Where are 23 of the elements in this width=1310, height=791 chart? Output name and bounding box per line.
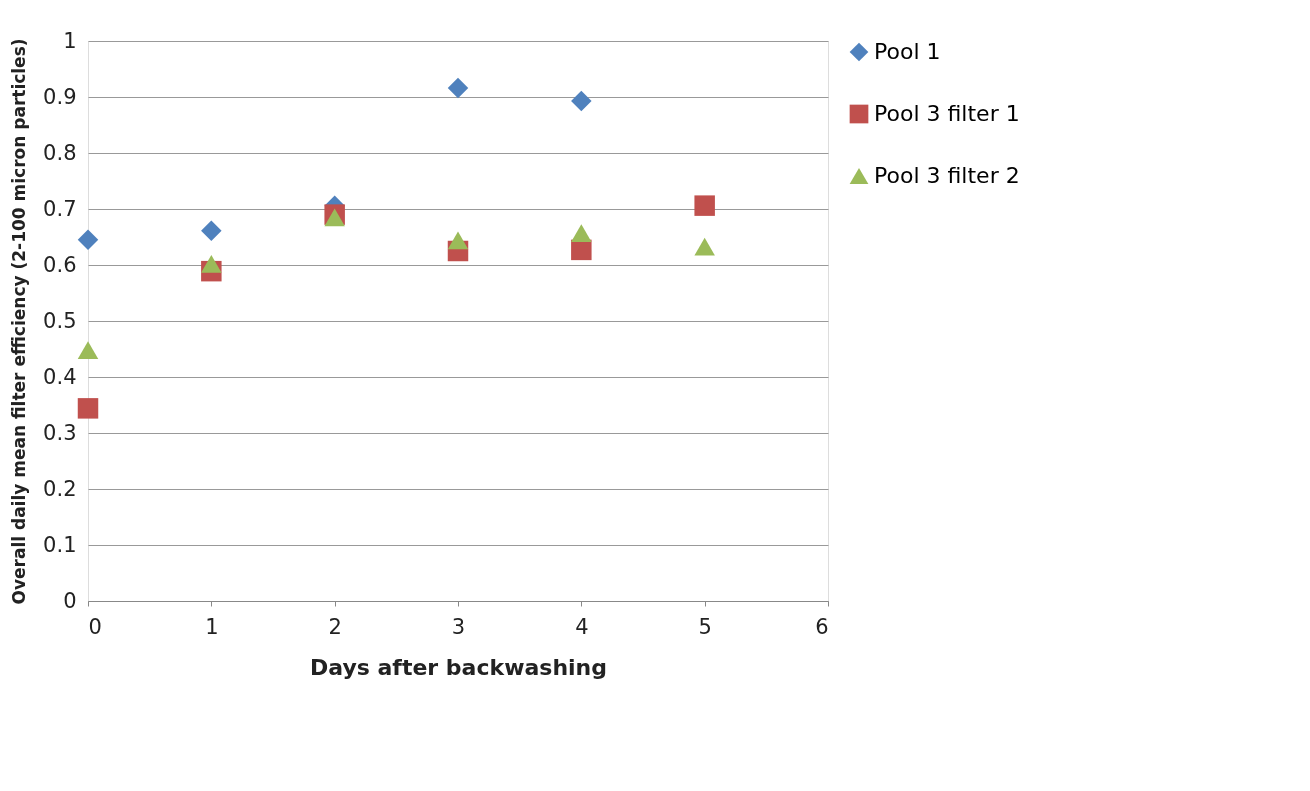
y-tick-label: 0.7: [43, 196, 77, 221]
x-tick-label: 2: [328, 614, 342, 639]
y-tick-label: 0: [63, 588, 77, 613]
y-tick-label: 0.6: [43, 252, 77, 277]
x-tick-label: 3: [451, 614, 466, 639]
y-tick-label: 0.4: [43, 364, 77, 389]
y-tick-label: 0.1: [43, 532, 77, 557]
x-tick-label: 5: [698, 614, 712, 639]
x-tick-label: 1: [205, 614, 219, 639]
y-tick-label: 0.2: [43, 476, 77, 501]
legend-label: Pool 3 filter 2: [874, 163, 1020, 188]
y-axis-title: Overall daily mean filter efficiency (2-100 micron particles): [9, 38, 30, 605]
y-tick-label: 0.3: [43, 420, 77, 445]
y-tick-label: 1: [63, 28, 77, 53]
x-tick-label: 0: [88, 614, 102, 639]
legend-label: Pool 3 filter 1: [874, 101, 1020, 126]
y-tick-label: 0.9: [43, 84, 77, 109]
x-tick-label: 4: [575, 614, 589, 639]
legend-label: Pool 1: [874, 39, 941, 64]
x-tick-label: 6: [815, 614, 829, 639]
y-tick-label: 0.5: [43, 308, 77, 333]
y-tick-label: 0.8: [43, 140, 77, 165]
x-axis-title: Days after backwashing: [309, 654, 608, 680]
